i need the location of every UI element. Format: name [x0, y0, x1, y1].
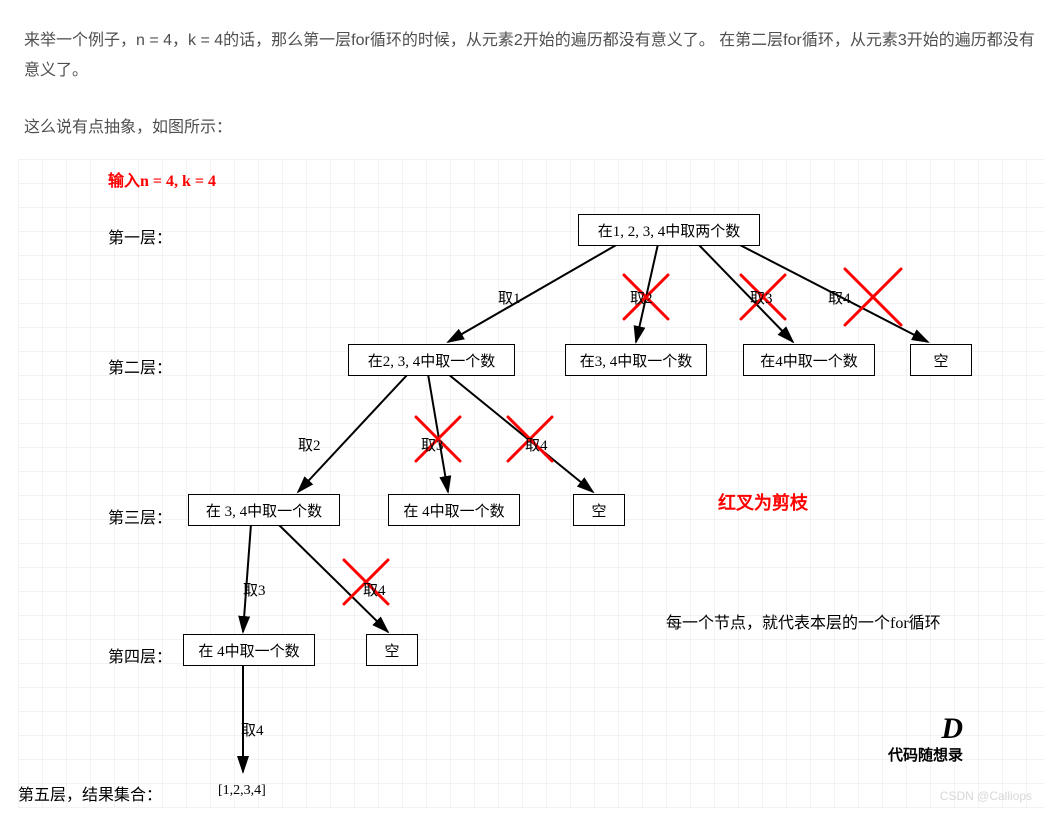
label-result: [1,2,3,4]: [218, 783, 266, 799]
label-L4: 第四层：: [108, 643, 172, 667]
label-e4: 取4: [828, 287, 851, 308]
arrow-2: [698, 244, 793, 342]
node-n6: 在 4中取一个数: [388, 494, 520, 526]
arrow-7: [243, 524, 251, 632]
node-n3: 在4中取一个数: [743, 344, 875, 376]
tree-diagram: D 代码随想录 CSDN @Calliops 输入n = 4, k = 4 第一层…: [18, 159, 1044, 809]
logo-text: 代码随想录: [888, 744, 963, 765]
label-L5: 第五层，结果集合：: [18, 781, 162, 805]
label-e3b: 取3: [421, 434, 444, 455]
label-L2: 第二层：: [108, 354, 172, 378]
node-n8: 在 4中取一个数: [183, 634, 315, 666]
label-note: 每一个节点，就代表本层的一个for循环: [666, 609, 941, 633]
arrow-0: [448, 244, 618, 342]
label-input: 输入n = 4, k = 4: [108, 167, 216, 191]
node-n2: 在3, 4中取一个数: [565, 344, 707, 376]
label-L1: 第一层：: [108, 224, 172, 248]
label-e3c: 取3: [243, 579, 266, 600]
paragraph-2: 这么说有点抽象，如图所示：: [0, 103, 1062, 143]
label-e2b: 取2: [298, 434, 321, 455]
arrow-6: [448, 374, 593, 492]
arrow-4: [298, 374, 408, 492]
label-prune: 红叉为剪枝: [718, 489, 808, 515]
label-e4b: 取4: [525, 434, 548, 455]
cross-icon-2: [845, 269, 901, 325]
logo-d-icon: D: [888, 714, 963, 744]
label-e3: 取3: [750, 287, 773, 308]
label-e1: 取1: [498, 287, 521, 308]
label-L3: 第三层：: [108, 504, 172, 528]
label-e2: 取2: [630, 287, 653, 308]
paragraph-1: 来举一个例子，n = 4，k = 4的话，那么第一层for循环的时候，从元素2开…: [0, 16, 1062, 87]
svg-layer: [18, 159, 1044, 809]
label-e4d: 取4: [241, 719, 264, 740]
watermark: CSDN @Calliops: [940, 789, 1032, 803]
logo: D 代码随想录: [888, 714, 963, 765]
node-n5: 在 3, 4中取一个数: [188, 494, 340, 526]
node-n0: 在1, 2, 3, 4中取两个数: [578, 214, 760, 246]
node-n4: 空: [910, 344, 972, 376]
label-e4c: 取4: [363, 579, 386, 600]
node-n1: 在2, 3, 4中取一个数: [348, 344, 515, 376]
node-n9: 空: [366, 634, 418, 666]
node-n7: 空: [573, 494, 625, 526]
